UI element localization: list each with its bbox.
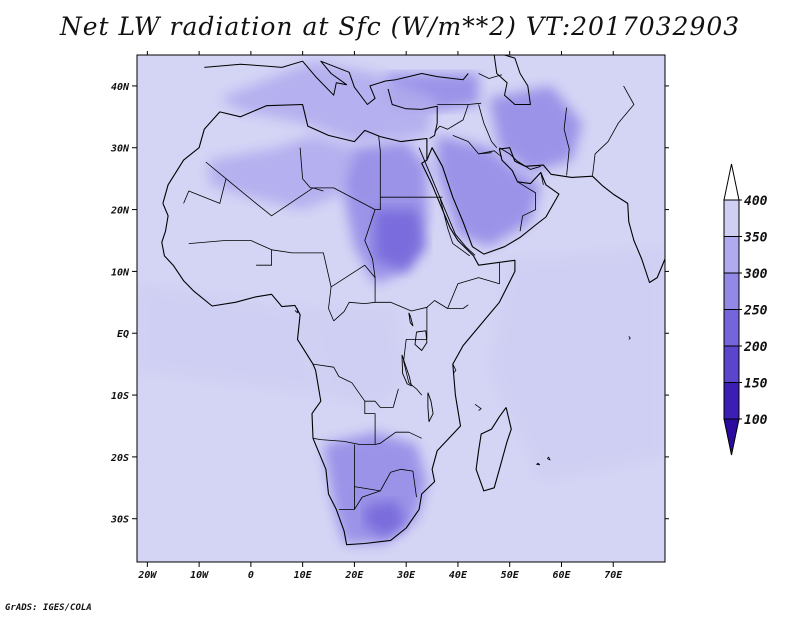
coastline-europe xyxy=(204,60,469,105)
lon-tick-label: 10E xyxy=(294,570,313,581)
colorbar-bottom-arrow xyxy=(723,418,740,456)
plot-frame xyxy=(136,54,666,563)
country-border xyxy=(447,262,500,309)
region-arabia xyxy=(437,135,541,247)
lat-tick-label: 30S xyxy=(110,515,129,526)
colorbar-box xyxy=(723,309,740,347)
map-title: Net LW radiation at Sfc (W/m**2) VT:2017… xyxy=(59,12,741,41)
lake-outline xyxy=(427,392,434,423)
country-border xyxy=(299,136,381,210)
lake-outline xyxy=(401,354,412,387)
lat-tick-label: 30N xyxy=(110,144,130,155)
colorbar-label: 150 xyxy=(744,377,768,392)
colorbar: 400 350 300 250 200 150 100 xyxy=(723,163,768,456)
coastline-asia xyxy=(426,147,665,284)
country-border xyxy=(188,240,272,266)
island-outline xyxy=(474,403,482,411)
region-sahara-west xyxy=(209,135,365,210)
country-border xyxy=(364,209,376,278)
coastline-levant xyxy=(387,88,438,139)
colorbar-top-arrow xyxy=(723,163,740,201)
colorbar-label: 350 xyxy=(743,231,768,246)
lon-tick-label: 70E xyxy=(604,570,623,581)
island-outline xyxy=(452,363,457,374)
lon-tick-label: 30E xyxy=(396,570,416,581)
coastline-persian-gulf xyxy=(499,147,541,170)
country-border xyxy=(478,73,503,79)
lat-tick-label: 40N xyxy=(111,82,130,93)
colorbar-box xyxy=(723,345,740,383)
lon-tick-label: 40E xyxy=(449,570,468,581)
lon-tick-label: 50E xyxy=(501,570,520,581)
country-border xyxy=(478,104,498,148)
country-border xyxy=(439,197,471,257)
colorbar-label: 300 xyxy=(743,267,768,282)
country-border xyxy=(437,102,482,105)
colorbar-box xyxy=(723,199,740,237)
lat-tick-label: 10N xyxy=(111,267,130,278)
island-outline xyxy=(536,462,541,466)
coastlines xyxy=(122,55,665,546)
lake-outline xyxy=(414,330,428,351)
axis-ticks: 20W 10W 0 10E 20E 30E 40E 50E 60E 70E 40N 30N 20N 10N… xyxy=(110,51,669,581)
region-ocean-tropics xyxy=(137,283,324,396)
region-south-africa-core xyxy=(364,500,407,538)
lake-outline xyxy=(408,312,414,327)
colorbar-box xyxy=(723,236,740,274)
country-border xyxy=(271,249,335,322)
country-border xyxy=(403,307,428,396)
country-border xyxy=(225,178,324,217)
region-congo xyxy=(302,308,407,408)
colorbar-label: 100 xyxy=(744,413,768,428)
country-border xyxy=(452,135,492,155)
country-border xyxy=(354,468,417,498)
island-outline xyxy=(628,336,631,340)
lon-tick-label: 20W xyxy=(137,570,157,581)
country-border xyxy=(517,181,536,232)
colorbar-label: 250 xyxy=(743,304,768,319)
country-border xyxy=(540,172,544,185)
colorbar-label: 400 xyxy=(744,194,768,209)
region-iran xyxy=(489,85,583,173)
lon-tick-label: 20E xyxy=(344,570,364,581)
country-border xyxy=(364,401,376,445)
lat-tick-label: 20S xyxy=(110,453,129,464)
country-border xyxy=(478,150,503,158)
region-indian-ocean xyxy=(489,246,665,482)
grads-credit: GrADS: IGES/COLA xyxy=(5,603,92,613)
lon-tick-label: 0 xyxy=(248,570,254,581)
country-border xyxy=(563,107,570,176)
lon-tick-label: 60E xyxy=(552,570,571,581)
lat-tick-label: 10S xyxy=(111,391,129,402)
country-border xyxy=(592,85,635,176)
country-border xyxy=(330,264,469,312)
island-outline xyxy=(547,456,551,461)
lat-tick-label: EQ xyxy=(117,329,129,340)
country-border xyxy=(338,490,381,510)
radiation-field xyxy=(137,61,665,544)
country-border xyxy=(333,301,376,322)
colorbar-label: 200 xyxy=(743,340,768,355)
island-outline xyxy=(294,308,298,314)
coastline-africa xyxy=(161,103,516,546)
lon-tick-label: 10W xyxy=(190,570,209,581)
region-mediterranean xyxy=(219,61,438,142)
region-sudan-core xyxy=(375,209,427,272)
country-border xyxy=(183,161,227,204)
coastline-red-sea xyxy=(418,147,476,256)
coastline-caspian xyxy=(493,55,531,105)
colorbar-box xyxy=(723,272,740,310)
colorbar-box xyxy=(723,382,740,420)
island-outline xyxy=(122,229,132,240)
coastline-madagascar xyxy=(475,407,512,492)
country-border xyxy=(434,104,469,133)
lat-tick-label: 20N xyxy=(110,206,130,217)
